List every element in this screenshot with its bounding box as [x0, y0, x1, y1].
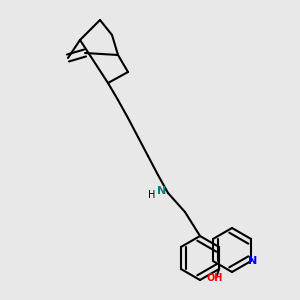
Text: H: H [148, 190, 155, 200]
Text: OH: OH [206, 273, 223, 283]
Text: N: N [158, 187, 166, 196]
Text: N: N [248, 256, 257, 266]
